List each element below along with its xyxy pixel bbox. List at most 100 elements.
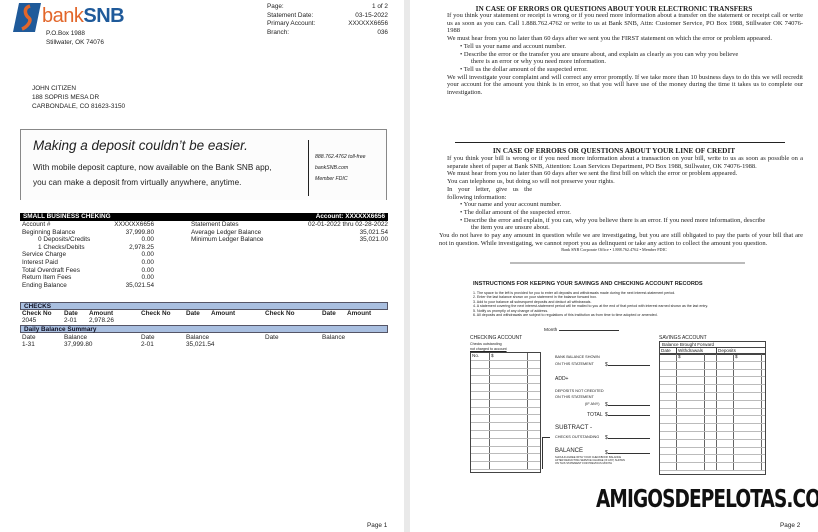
grid-cell [734,400,762,408]
grid-cell [471,438,490,446]
grid-cell [528,400,540,407]
grid-cell [490,391,528,399]
grid-row[interactable] [471,423,540,431]
header-label: Page: [267,3,284,10]
dollar-sign: $ [605,362,608,368]
grid-row[interactable] [471,391,540,400]
grid-row[interactable] [660,361,765,370]
grid-cell [734,385,762,392]
grid-cell [490,454,528,462]
grid-cell [717,408,734,416]
grid-row[interactable] [471,360,540,369]
promo-website[interactable]: bankSNB.com [315,165,349,171]
grid-cell [660,416,677,424]
amount-field[interactable]: $ [605,412,650,418]
grid-cell [717,463,734,470]
grid-cell [528,392,540,399]
corporate-office-line: Bank SNB Corporate Office • 1.888.762.47… [561,247,667,252]
grid-row[interactable] [471,462,540,470]
grid-cell: $ [677,354,705,361]
grid-cell [471,376,490,384]
col-date: Date [660,348,677,354]
grid-cell [705,408,717,416]
grid-cell: No. [471,353,490,360]
daily-header: Balance [64,334,88,341]
instruction-item: 1. The space to the left is provided for… [473,291,676,295]
grid-row[interactable] [471,384,540,392]
grid-cell [677,447,705,455]
grid-cell [717,361,734,369]
summary-label: Statement Dates [191,221,239,228]
grid-cell [677,400,705,408]
amount-line [607,365,650,366]
amount-line [607,453,650,454]
grid-row[interactable] [471,399,540,408]
grid-cell [762,463,765,470]
grid-row[interactable] [660,447,765,456]
grid-row[interactable] [471,376,540,385]
grid-row[interactable] [471,430,540,439]
grid-row[interactable] [471,454,540,463]
grid-cell [490,368,528,376]
month-field[interactable]: Month [544,328,619,333]
grid-row[interactable] [660,385,765,393]
summary-value: 0.00 [141,236,154,244]
grid-cell [660,354,677,361]
checks-header: Date [64,310,78,317]
grid-cell [490,407,528,415]
grid-cell [660,463,677,470]
grid-row[interactable]: No. $ [471,353,540,361]
summary-value: 02-01-2022 thru 02-28-2022 [308,221,388,228]
header-label: Primary Account: [267,20,316,27]
grid-row[interactable] [471,438,540,447]
grid-row[interactable] [660,416,765,425]
promo-line2: you can make a deposit from virtually an… [33,178,242,187]
grid-row[interactable] [471,415,540,424]
grid-row[interactable] [471,368,540,377]
grid-cell [705,455,717,463]
savings-ledger-table[interactable]: $ $ [659,353,766,475]
recon-bank-balance2: ON THIS STATEMENT [555,362,594,366]
grid-cell [660,377,677,385]
header-value: 1 of 2 [372,3,388,10]
grid-row[interactable] [660,392,765,401]
grid-row[interactable] [660,439,765,448]
summary-value: 35,021.00 [359,236,388,244]
daily-header: Balance [186,334,210,341]
grid-row[interactable] [660,377,765,386]
grid-row[interactable] [660,408,765,417]
amount-field[interactable]: $ [605,402,650,408]
grid-cell [734,424,762,431]
summary-label: Interest Paid [22,259,58,266]
grid-row[interactable] [660,431,765,440]
grid-row[interactable] [471,446,540,455]
instruction-item: 2. Enter the last balance shown on your … [473,295,598,300]
checking-outstanding-table[interactable]: No. $ [470,352,541,473]
amount-field[interactable]: $ [605,450,650,456]
grid-cell [490,360,528,368]
customer-name: JOHN CITIZEN [32,85,77,92]
grid-cell [734,408,762,416]
amount-field[interactable]: $ [605,362,650,368]
grid-cell [528,423,540,430]
grid-row[interactable]: $ $ [660,354,765,362]
grid-row[interactable] [660,424,765,432]
perforation-line [510,262,745,264]
grid-row[interactable] [660,455,765,464]
grid-cell [660,400,677,408]
grid-row[interactable] [660,400,765,409]
grid-cell [528,447,540,454]
grid-row[interactable] [660,463,765,471]
amount-field[interactable]: $ [605,435,650,441]
promo-title: Making a deposit couldn’t be easier. [33,138,248,153]
grid-cell [717,392,734,400]
summary-value: 0.00 [141,251,154,259]
grid-cell [734,431,762,439]
grid-cell [471,430,490,438]
grid-row[interactable] [471,407,540,416]
grid-cell [677,439,705,447]
bracket-line [542,437,550,469]
grid-cell [528,376,540,383]
grid-cell [677,377,705,385]
grid-row[interactable] [660,369,765,378]
